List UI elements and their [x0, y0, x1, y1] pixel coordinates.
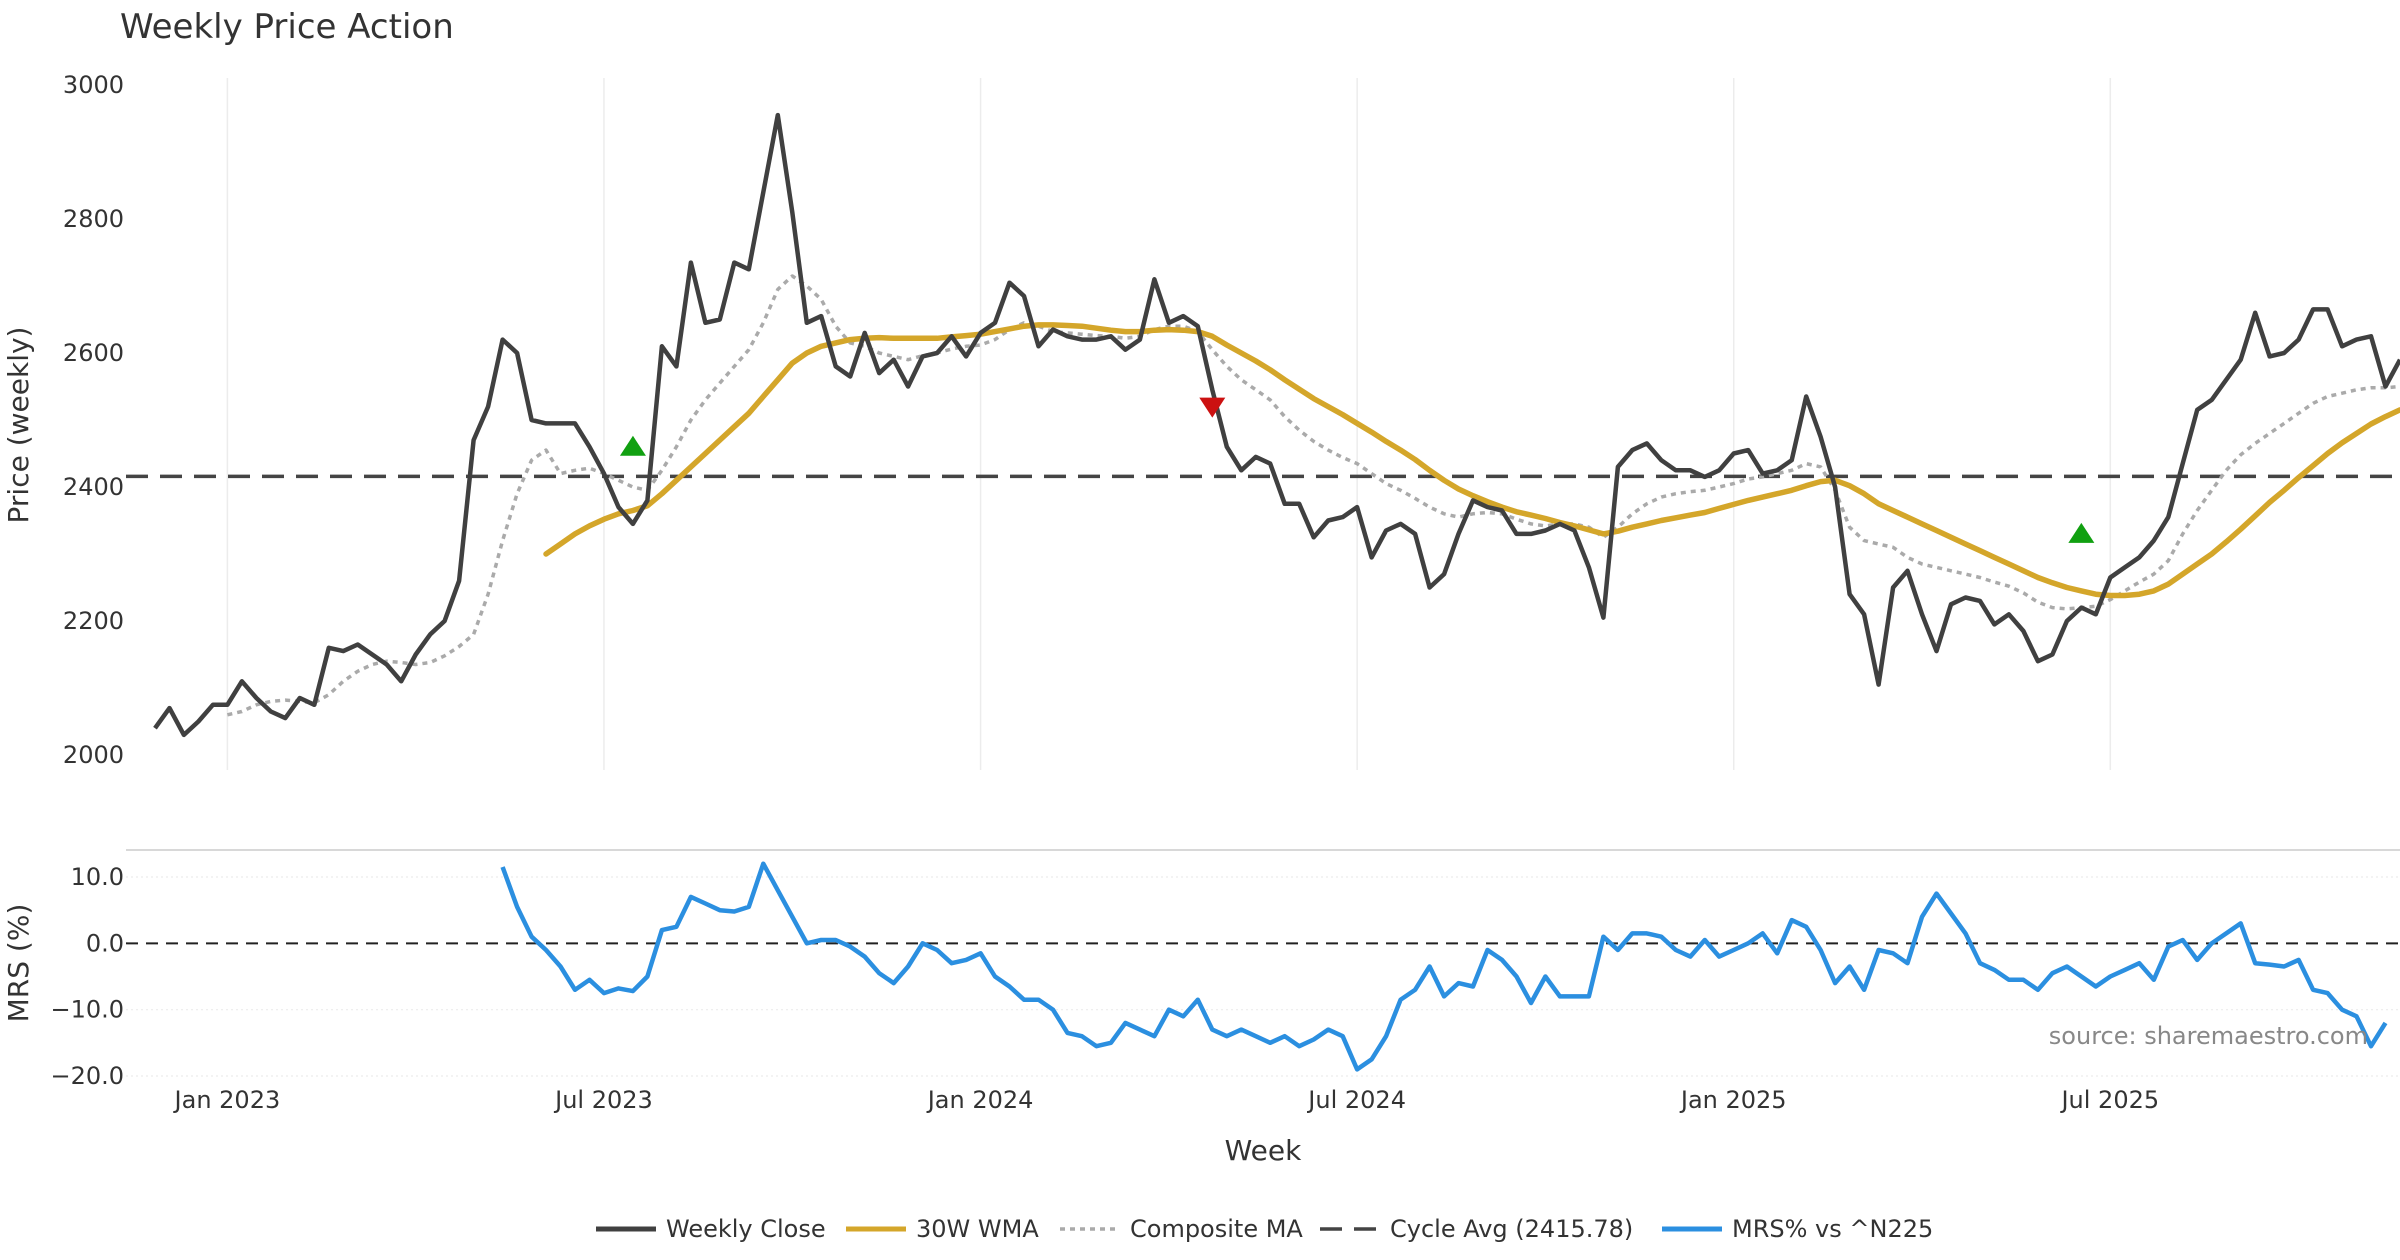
mrs-y-axis-label: MRS (%) [2, 904, 35, 1023]
legend-label: 30W WMA [916, 1215, 1039, 1243]
mrs-y-tick-label: 10.0 [71, 863, 124, 891]
price-y-tick-label: 2000 [63, 741, 124, 769]
sell-signal-marker [1199, 397, 1226, 418]
x-tick-label: Jan 2025 [1679, 1086, 1787, 1114]
price-y-axis-label: Price (weekly) [2, 327, 35, 524]
weekly-close-line [153, 112, 2400, 738]
x-tick-label: Jan 2023 [173, 1086, 281, 1114]
x-tick-label: Jan 2024 [926, 1086, 1034, 1114]
legend-label: Composite MA [1130, 1215, 1303, 1243]
x-axis-label: Week [1225, 1134, 1302, 1167]
legend-label: Weekly Close [666, 1215, 826, 1243]
chart-title: Weekly Price Action [120, 7, 454, 47]
buy-signal-marker [2068, 522, 2095, 543]
composite-ma-line [227, 274, 2400, 717]
price-y-tick-label: 2800 [63, 205, 124, 233]
mrs-y-tick-label: −20.0 [50, 1062, 124, 1090]
buy-signal-marker [619, 435, 646, 456]
legend-label: MRS% vs ^N225 [1732, 1215, 1933, 1243]
mrs-y-tick-label: −10.0 [50, 996, 124, 1024]
source-note: source: sharemaestro.com [2049, 1022, 2368, 1050]
x-tick-label: Jul 2024 [1306, 1086, 1406, 1114]
legend-label: Cycle Avg (2415.78) [1390, 1215, 1633, 1243]
price-y-tick-label: 2600 [63, 339, 124, 367]
x-tick-label: Jul 2023 [553, 1086, 653, 1114]
x-tick-label: Jul 2025 [2059, 1086, 2159, 1114]
price-y-tick-label: 2200 [63, 607, 124, 635]
mrs-line [500, 861, 2388, 1072]
mrs-y-tick-label: 0.0 [86, 929, 124, 957]
legend: Weekly Close 30W WMA Composite MA Cycle Avg… [596, 1215, 1933, 1243]
price-y-tick-label: 2400 [63, 473, 124, 501]
wma-30w-line [543, 322, 2400, 599]
price-y-tick-label: 3000 [63, 71, 124, 99]
